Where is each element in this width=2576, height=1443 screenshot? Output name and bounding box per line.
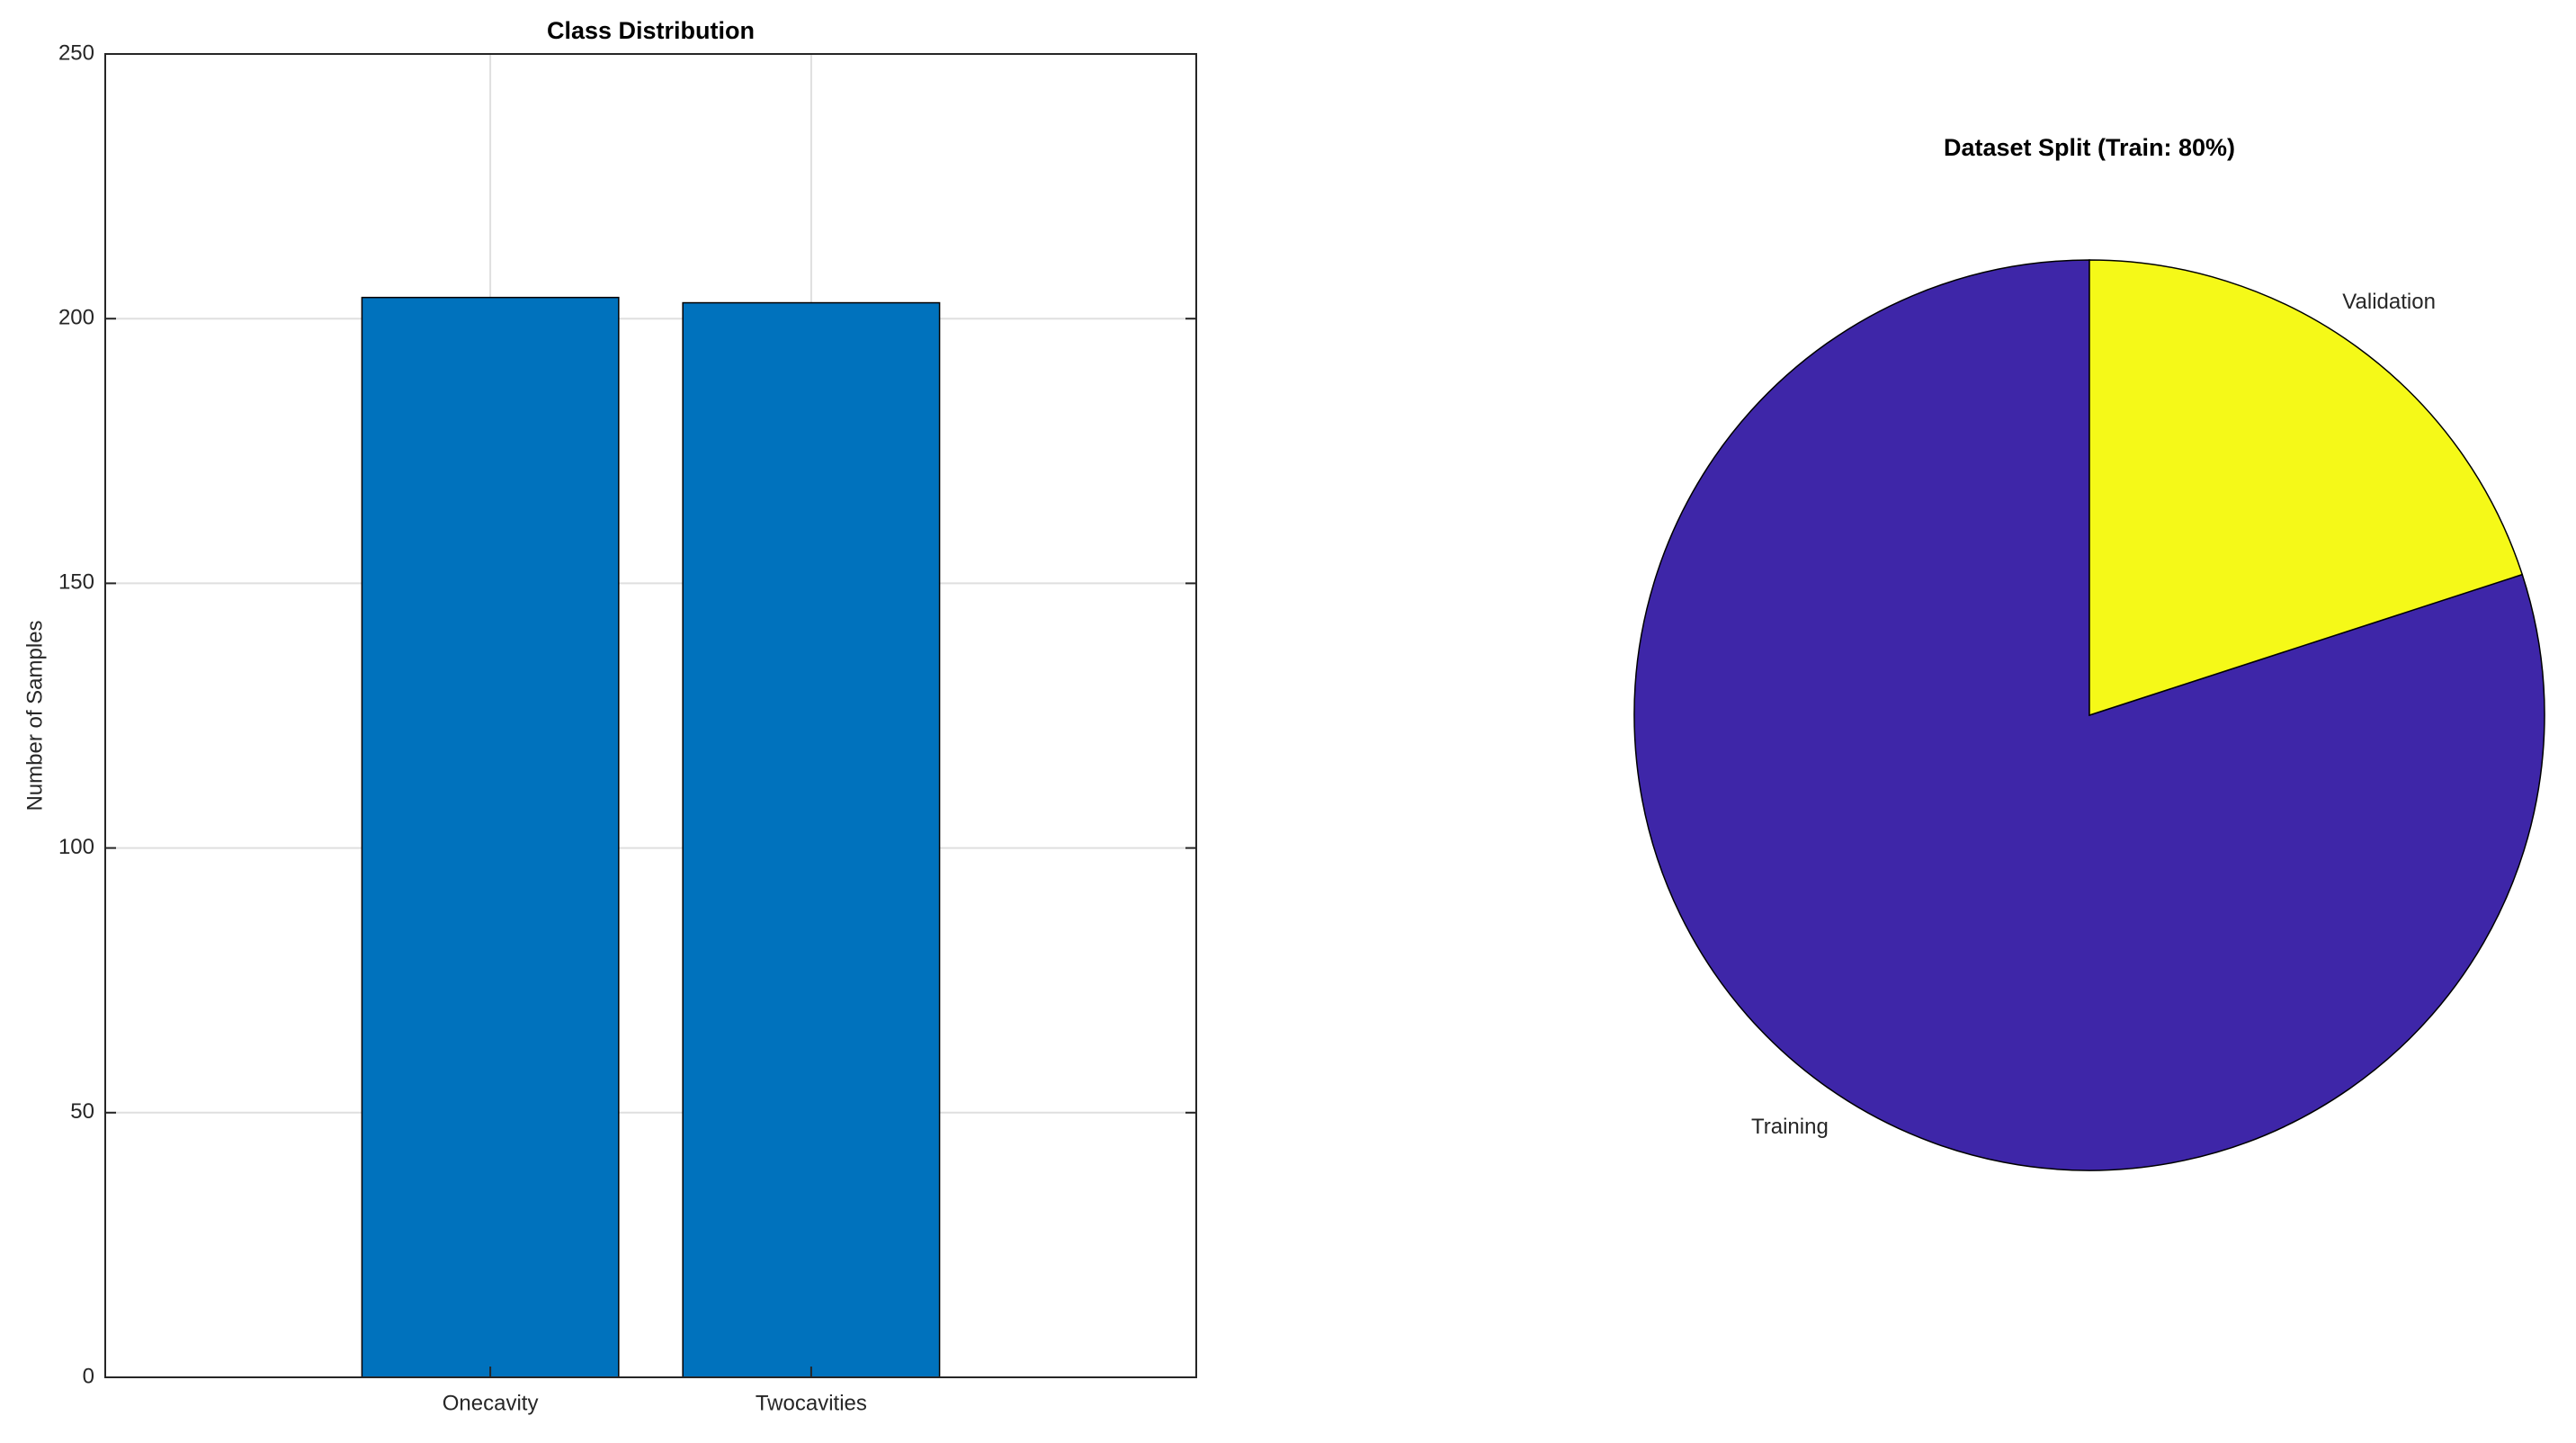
- y-tick-label: 0: [83, 1364, 94, 1388]
- y-axis-label: Number of Samples: [22, 620, 47, 811]
- x-tick-label: Twocavities: [756, 1391, 867, 1415]
- bar: [682, 301, 941, 1378]
- pie-slice: [2089, 259, 2524, 717]
- y-tick-label: 250: [58, 40, 94, 65]
- slice-label: Validation: [2342, 290, 2436, 314]
- x-tick-label: Onecavity: [443, 1391, 539, 1415]
- y-tick-label: 50: [70, 1099, 94, 1124]
- chart-title: Dataset Split (Train: 80%): [1944, 134, 2235, 161]
- bar: [361, 296, 620, 1378]
- plot-area: [105, 54, 1196, 1377]
- axes-box: [104, 53, 1197, 1378]
- slice-label: Training: [1751, 1115, 1829, 1139]
- y-tick-label: 200: [58, 306, 94, 330]
- chart-title: Class Distribution: [547, 17, 755, 44]
- y-tick-label: 100: [58, 835, 94, 859]
- y-tick-label: 150: [58, 570, 94, 595]
